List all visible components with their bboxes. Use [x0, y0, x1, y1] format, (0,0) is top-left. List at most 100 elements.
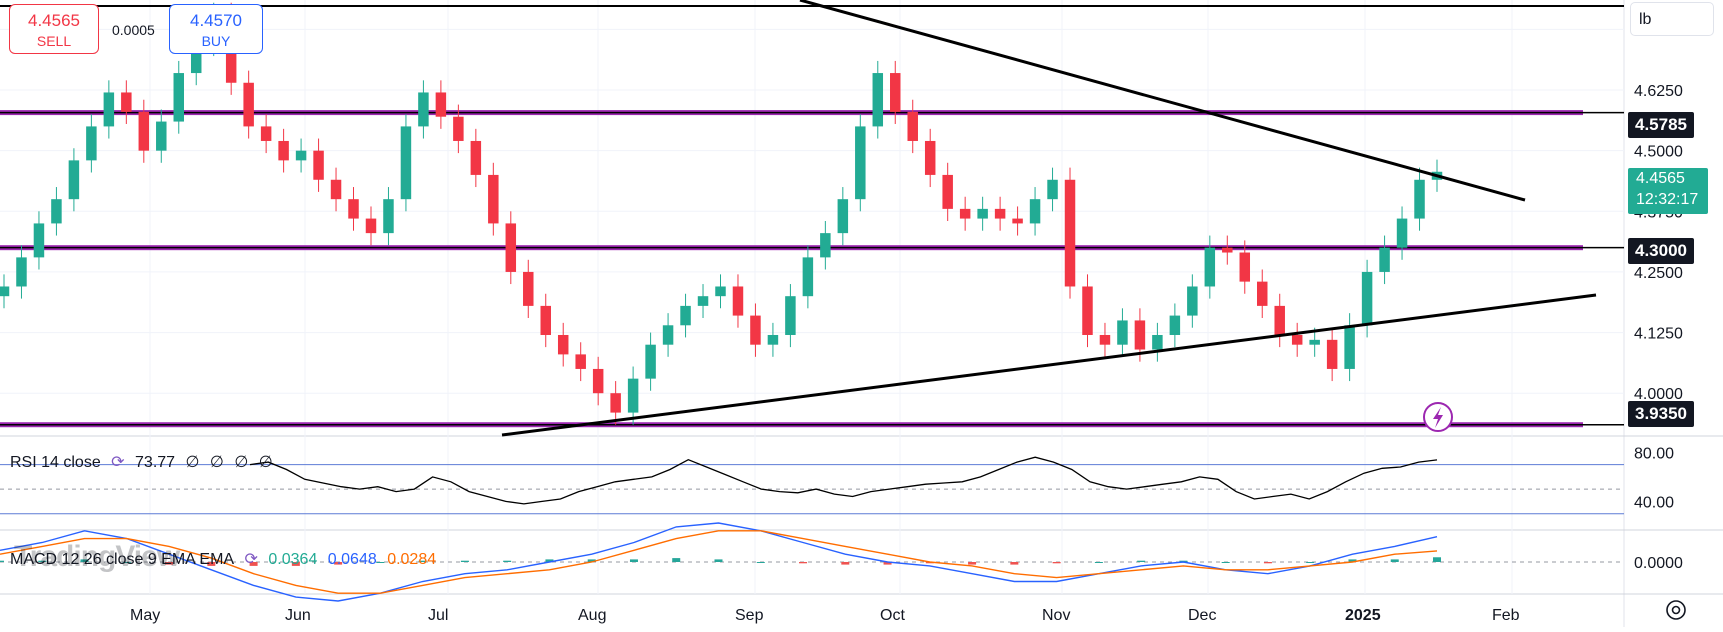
bar-countdown: 12:32:17 [1636, 191, 1699, 208]
chart-settings-icon[interactable] [1662, 596, 1690, 624]
candle-down [1274, 305, 1285, 335]
candle-up [1152, 334, 1163, 350]
macd-pane: 0.0000 [0, 522, 1683, 602]
candle-up [767, 334, 779, 345]
buy-button[interactable]: 4.4570 BUY [169, 4, 263, 54]
candle-down [1082, 286, 1093, 335]
candle-up [1361, 271, 1373, 326]
candle-up [16, 257, 27, 287]
macd-histogram-bar [672, 558, 681, 562]
candle-up [383, 199, 394, 234]
price-tick-label: 4.6250 [1634, 83, 1683, 100]
macd-line [0, 522, 1438, 602]
candle-up [820, 233, 831, 258]
level-tag-lower[interactable]: 3.9350 [1628, 401, 1694, 427]
time-tick-label: 2025 [1345, 607, 1381, 624]
sell-button[interactable]: 4.4565 SELL [9, 4, 99, 54]
spread-value: 0.0005 [112, 22, 155, 38]
macd-settings-icon[interactable]: ⟳ [244, 551, 258, 568]
candle-down [732, 286, 744, 316]
macd-histogram-bar [207, 562, 216, 566]
macd-line-value: 0.0648 [327, 551, 377, 568]
unit-selector[interactable]: lb [1630, 2, 1714, 36]
candle-up [627, 378, 639, 413]
time-tick-label: Nov [1042, 607, 1070, 624]
candle-down [610, 393, 621, 413]
candle-down [750, 315, 761, 345]
macd-histogram-bar [1306, 562, 1315, 563]
time-axis[interactable]: May Jun Jul Aug Sep Oct Nov Dec 2025 Feb [130, 607, 1520, 624]
macd-legend[interactable]: MACD 12 26 close 9 EMA EMA ⟳ 0.0364 0.06… [10, 549, 442, 569]
candle-down [243, 82, 254, 127]
trendlines[interactable] [0, 0, 1624, 437]
candle-up [1309, 339, 1320, 345]
macd-histogram-bar [1137, 560, 1146, 562]
candle-up [173, 73, 184, 122]
descending-trendline[interactable] [799, 0, 1526, 202]
candle-up [295, 150, 307, 161]
rsi-settings-icon[interactable]: ⟳ [111, 454, 125, 471]
candle-down [313, 150, 324, 180]
candle-up [103, 92, 115, 127]
macd-histogram-bar [1221, 562, 1230, 563]
candle-up [697, 296, 709, 306]
price-tick-label: 4.0000 [1634, 386, 1683, 403]
candle-up [190, 43, 202, 74]
candle-up [645, 344, 656, 379]
macd-histogram-bar [1263, 562, 1272, 564]
rsi-pane: 80.00 40.00 [0, 445, 1674, 515]
alert-icon[interactable] [1423, 402, 1453, 432]
level-tag-middle[interactable]: 4.3000 [1628, 238, 1694, 264]
macd-histogram-bar [334, 562, 343, 565]
candle-down [1099, 334, 1111, 345]
candle-down [330, 179, 342, 200]
candle-up [855, 126, 866, 200]
level-tag-upper[interactable]: 4.5785 [1628, 112, 1694, 138]
candle-down [942, 174, 953, 209]
macd-histogram-bar [376, 562, 385, 563]
candle-down [138, 111, 150, 151]
price-tick-label: 4.5000 [1634, 144, 1683, 161]
macd-histogram-bar [1010, 562, 1019, 565]
candle-down [348, 199, 359, 219]
candle-up [977, 208, 988, 219]
macd-histogram-bar [883, 562, 892, 565]
candle-down [435, 92, 447, 117]
buy-price: 4.4570 [190, 11, 242, 30]
candle-down [959, 208, 971, 219]
candle-up [1117, 320, 1128, 345]
candle-down [592, 368, 604, 394]
macd-histogram-bar [714, 559, 723, 562]
candle-down [1326, 339, 1338, 369]
candle-up [872, 73, 884, 127]
candle-up [68, 160, 80, 200]
candle-down [1012, 218, 1023, 224]
candle-down [121, 92, 132, 112]
macd-histogram-bar [756, 562, 765, 563]
macd-histogram-bar [418, 560, 427, 562]
time-tick-label: Dec [1188, 607, 1216, 624]
buy-label: BUY [201, 33, 231, 49]
candle-down [1239, 252, 1251, 282]
rsi-legend[interactable]: RSI 14 close ⟳ 73.77 ∅ ∅ ∅ ∅ [10, 452, 279, 472]
rsi-extra: ∅ [209, 454, 224, 471]
time-tick-label: Jul [428, 607, 448, 624]
macd-histogram-bar [0, 560, 4, 562]
candlestick-series [0, 2, 1443, 425]
candle-down [1134, 320, 1146, 350]
macd-histogram-bar [460, 560, 469, 562]
rsi-tick-label: 80.00 [1634, 445, 1674, 462]
price-axis[interactable]: 4.75004.62504.50004.37504.25004.12504.00… [1634, 22, 1683, 403]
macd-histogram-bar [291, 562, 300, 566]
macd-histogram-bar [841, 562, 850, 565]
candle-up [1187, 286, 1198, 316]
candle-up [785, 296, 796, 335]
candle-up [33, 223, 45, 258]
horizontal-levels[interactable] [0, 110, 1624, 428]
ascending-trendline[interactable] [501, 293, 1597, 437]
time-tick-label: Feb [1492, 607, 1520, 624]
time-tick-label: Jun [285, 607, 311, 624]
candle-up [1379, 247, 1390, 272]
